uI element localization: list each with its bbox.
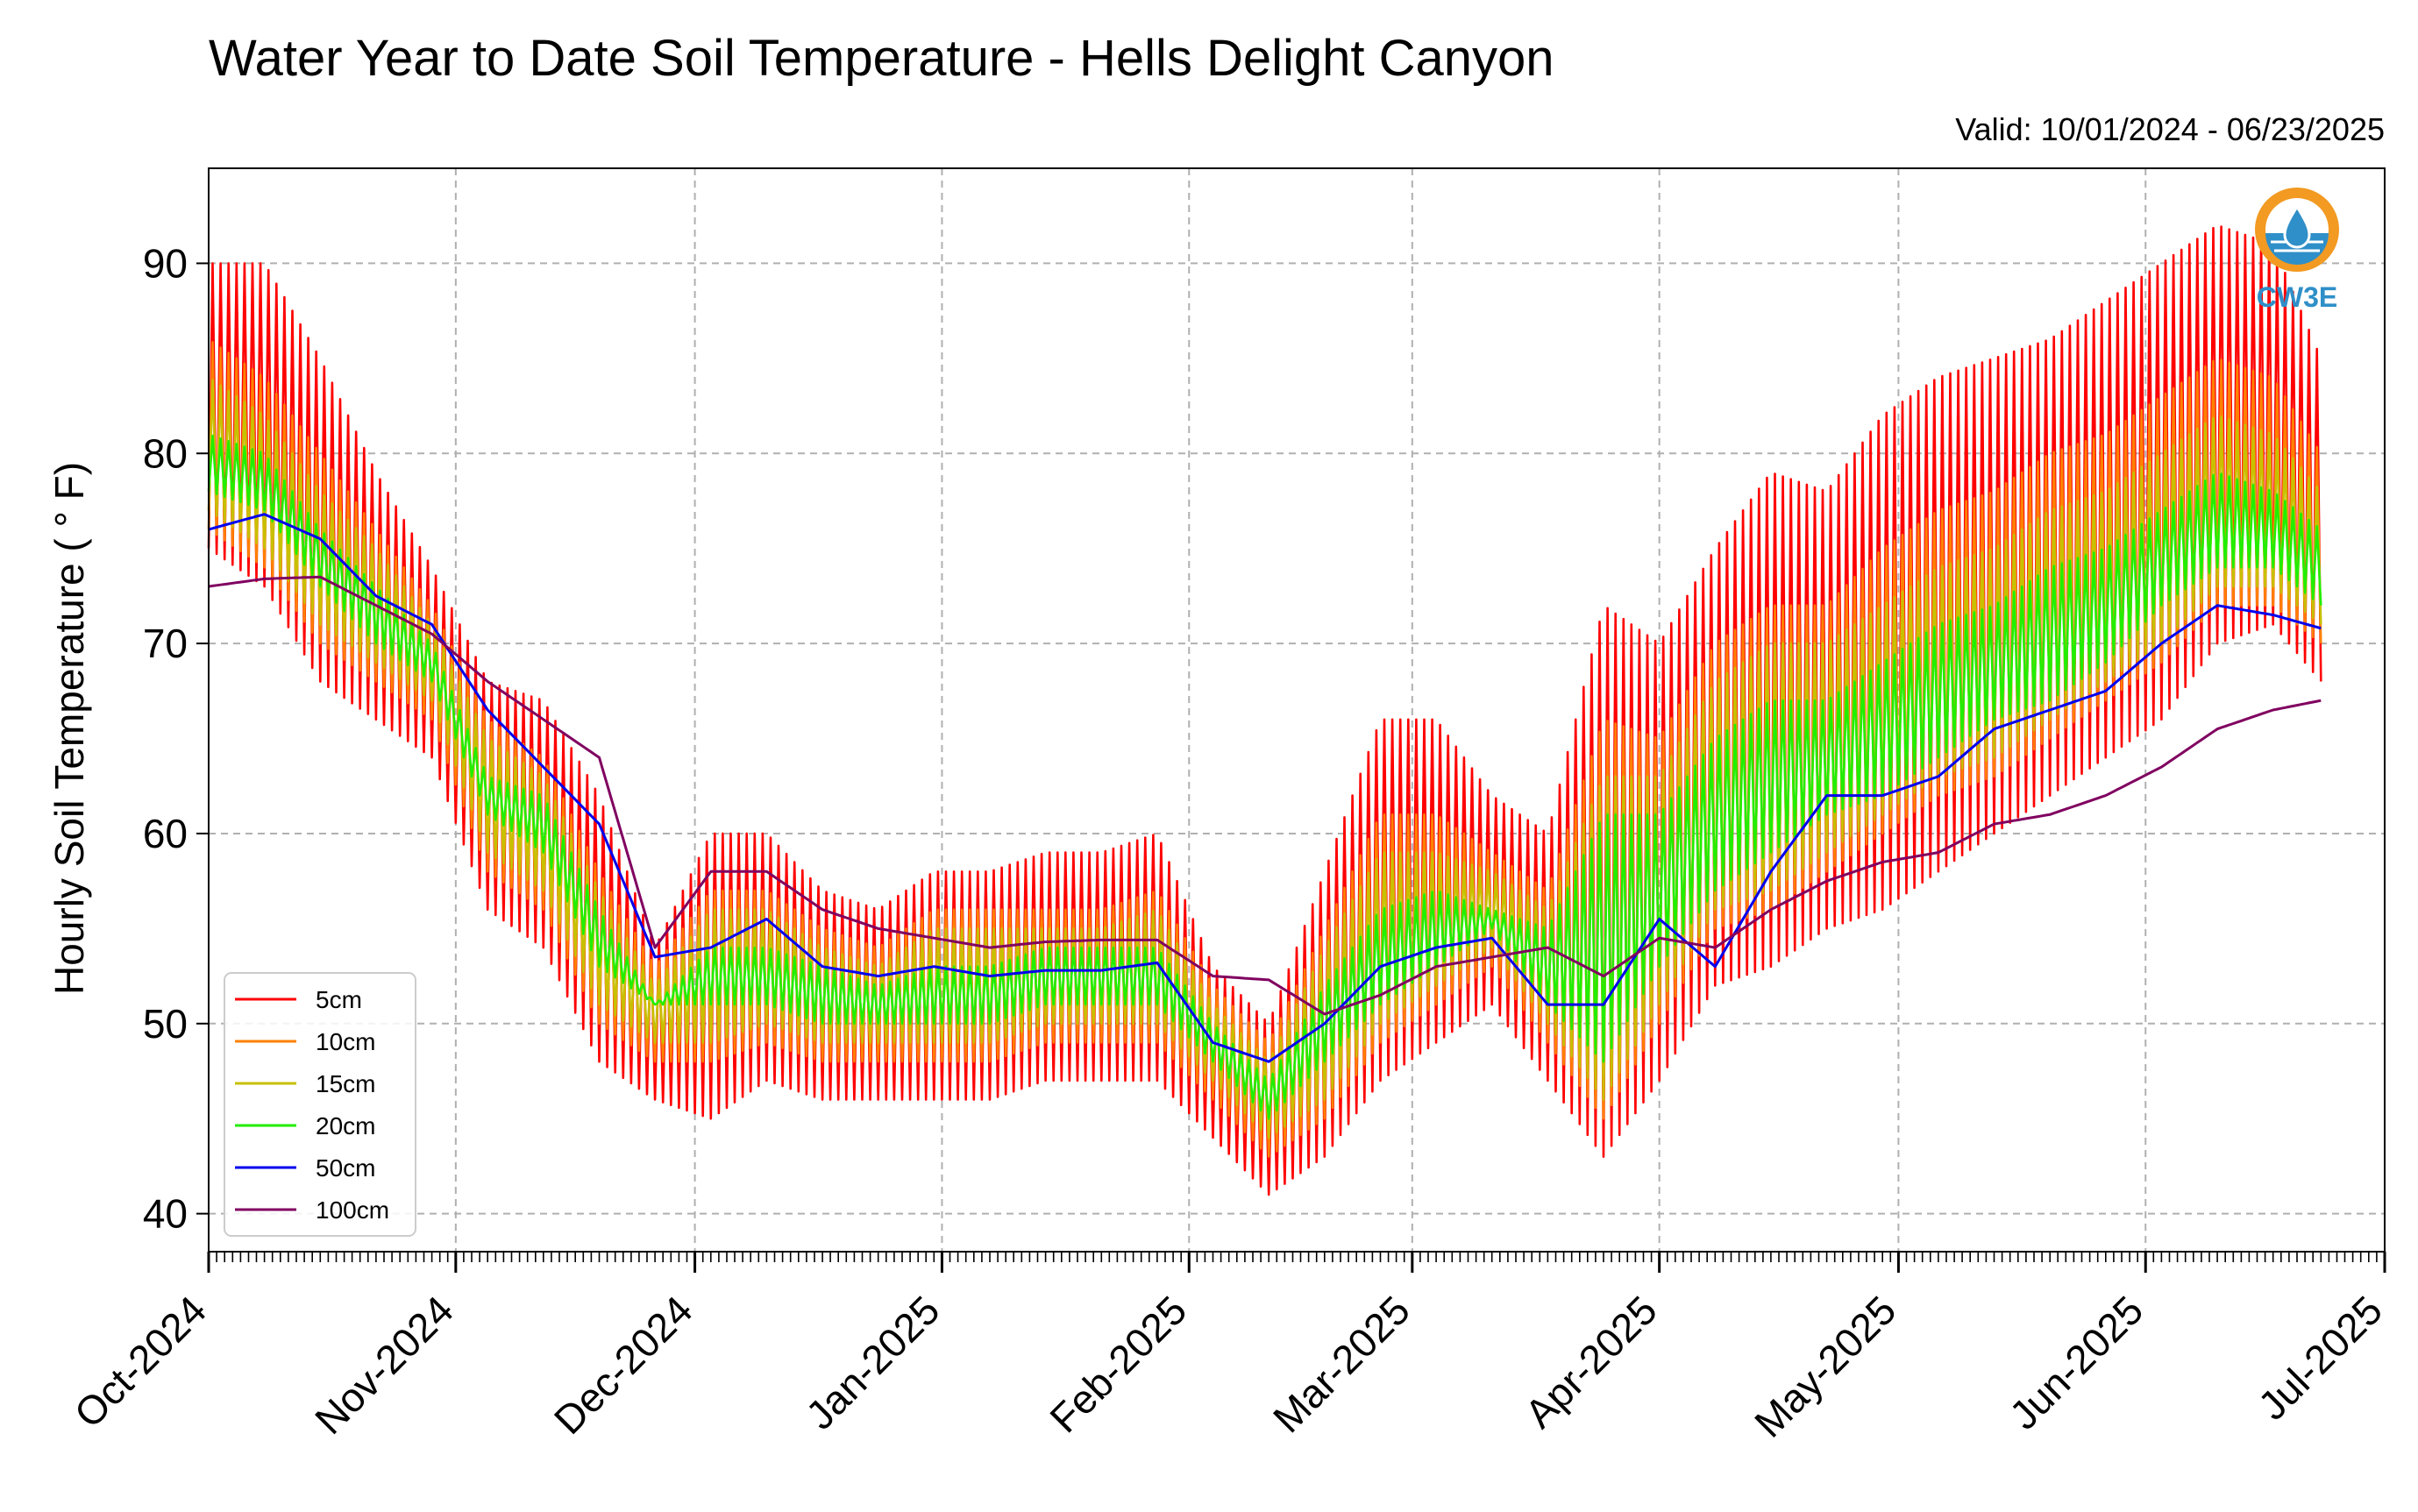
- x-tick-label: Dec-2024: [545, 1287, 701, 1443]
- x-tick-label: Mar-2025: [1264, 1287, 1419, 1441]
- legend-box: [224, 972, 416, 1237]
- y-tick-label: 90: [143, 240, 188, 286]
- x-tick-label: Oct-2024: [66, 1287, 216, 1437]
- y-axis-label: Hourly Soil Temperature ( ° F): [46, 462, 92, 995]
- x-minor-ticks: [208, 1252, 2386, 1262]
- x-tick-label: Apr-2025: [1516, 1287, 1666, 1437]
- y-tick-label: 70: [143, 621, 188, 666]
- y-tick-label: 60: [143, 811, 188, 856]
- chart-subtitle: Valid: 10/01/2024 - 06/23/2025: [1955, 111, 2385, 147]
- y-tick-label: 80: [143, 430, 188, 476]
- x-tick-label: Feb-2025: [1041, 1287, 1195, 1441]
- water-drop-icon: [2283, 204, 2311, 249]
- legend: 5cm 10cm 15cm 20cm 50cm 100cm: [224, 972, 416, 1237]
- legend-label-50cm: 50cm: [316, 1154, 375, 1182]
- legend-label-10cm: 10cm: [316, 1028, 375, 1055]
- y-tick-label: 50: [143, 1001, 188, 1047]
- x-tick-label: Jul-2025: [2250, 1287, 2392, 1429]
- x-tick-label: Jun-2025: [2001, 1287, 2151, 1437]
- series-line-100cm: [208, 575, 2322, 1016]
- series-line-50cm: [208, 513, 2322, 1063]
- y-tick-label: 40: [143, 1191, 188, 1237]
- series-lines: [207, 225, 2322, 1196]
- logo-text: CW3E: [2257, 281, 2337, 313]
- cw3e-logo: CW3E: [2255, 188, 2339, 313]
- x-tick-label: May-2025: [1746, 1287, 1904, 1445]
- legend-label-15cm: 15cm: [316, 1070, 375, 1097]
- series-line-20cm: [207, 434, 2322, 1120]
- legend-label-100cm: 100cm: [316, 1196, 389, 1224]
- legend-label-20cm: 20cm: [316, 1112, 375, 1139]
- axes: 40 50 60 70 80 90 Oct-2024 Nov-2024 Dec-2024 Jan-…: [66, 240, 2392, 1445]
- x-tick-label: Jan-2025: [797, 1287, 948, 1437]
- legend-label-5cm: 5cm: [316, 986, 362, 1013]
- x-tick-label: Nov-2024: [306, 1287, 462, 1443]
- chart-title: Water Year to Date Soil Temperature - He…: [209, 30, 1554, 87]
- plot-frame: [208, 167, 2386, 1253]
